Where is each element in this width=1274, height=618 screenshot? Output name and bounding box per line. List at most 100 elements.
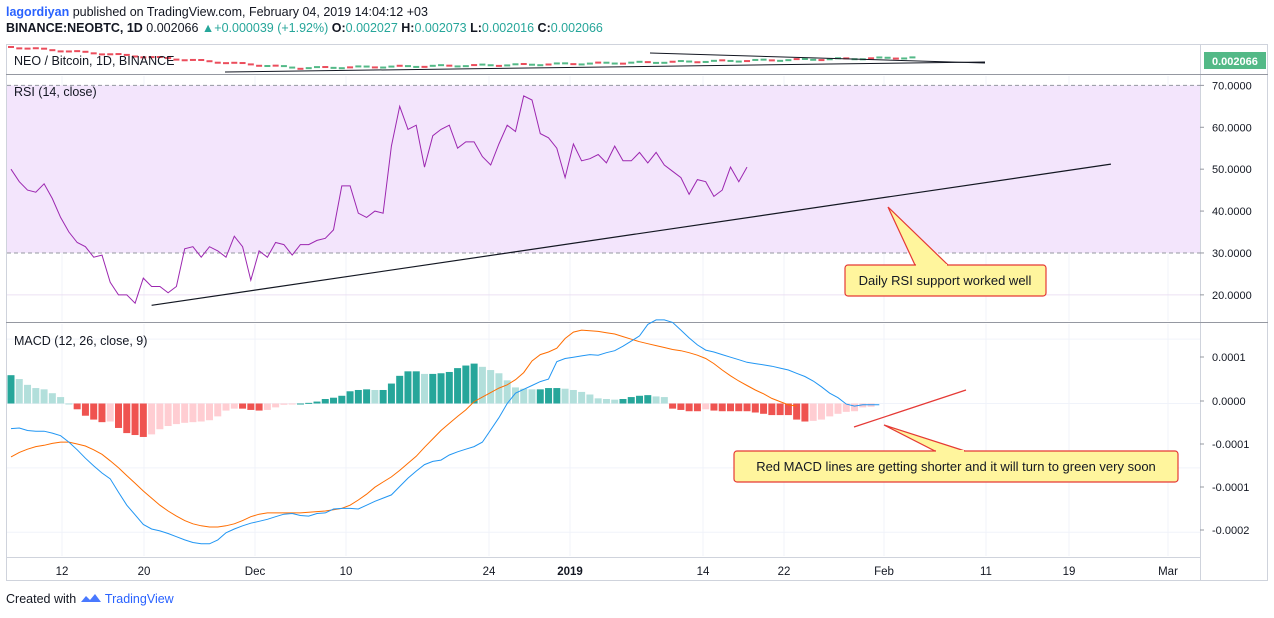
macd-histogram-bar: [611, 399, 619, 404]
macd-tick-label: -0.0001: [1212, 482, 1249, 494]
macd-histogram-bar: [553, 388, 561, 404]
price-candle: [256, 64, 263, 67]
price-candle: [41, 47, 48, 50]
price-candle: [264, 65, 271, 68]
price-candle: [98, 53, 105, 56]
macd-trendline: [853, 389, 967, 428]
tradingview-link[interactable]: TradingView: [104, 592, 174, 606]
macd-pane[interactable]: MACD (12, 26, close, 9) 0.0001 0.0000 -0.0…: [7, 319, 1249, 556]
macd-legend[interactable]: MACD (12, 26, close, 9): [14, 334, 147, 348]
macd-histogram-bar: [338, 395, 346, 404]
price-candle: [214, 61, 221, 64]
price-candle: [16, 47, 23, 50]
macd-histogram-bar: [636, 395, 644, 404]
price-candle: [65, 50, 72, 53]
rsi-tick-label: 50.0000: [1212, 164, 1252, 176]
published-text: published on TradingView.com, February 0…: [72, 5, 428, 19]
time-tick-label: 11: [980, 566, 992, 578]
price-candle: [686, 60, 693, 63]
macd-histogram-bar: [65, 403, 73, 405]
macd-histogram-bar: [189, 403, 197, 423]
price-candle: [744, 60, 751, 63]
macd-histogram-bar: [834, 403, 842, 414]
price-candle: [702, 60, 709, 63]
macd-histogram-bar: [760, 403, 768, 414]
open-value: 0.002027: [345, 21, 398, 35]
price-candle: [677, 60, 684, 63]
price-candle: [578, 63, 585, 66]
price-candle: [223, 62, 230, 65]
macd-histogram-bar: [148, 403, 156, 435]
tradingview-logo-icon: [80, 594, 101, 602]
price-candle: [768, 59, 775, 62]
macd-histogram-bar: [15, 379, 23, 404]
macd-histogram-bar: [429, 373, 437, 404]
macd-histogram-bar: [313, 401, 321, 404]
last-price: 0.002066: [146, 21, 199, 35]
macd-histogram-bar: [172, 403, 180, 425]
macd-histogram-bar: [677, 403, 685, 410]
macd-histogram-bar: [743, 403, 751, 412]
price-candle: [8, 46, 14, 48]
price-candle: [545, 63, 552, 66]
price-pane[interactable]: NEO / Bitcoin, 1D, BINANCE 0.002066: [8, 46, 1266, 73]
macd-histogram-bar: [32, 388, 40, 404]
price-candle: [446, 64, 453, 67]
price-candle: [884, 56, 891, 59]
close-label: C:: [537, 21, 551, 35]
low-value: 0.002016: [481, 21, 535, 35]
price-candle: [628, 61, 635, 64]
price-candle: [454, 65, 461, 68]
macd-histogram-bar: [470, 363, 478, 404]
rsi-pane[interactable]: RSI (14, close) 70.0000 60.0000 50.0000 40.…: [7, 76, 1252, 321]
macd-histogram: [7, 363, 875, 437]
price-candle: [719, 59, 726, 62]
rsi-legend[interactable]: RSI (14, close): [14, 85, 97, 99]
price-candle: [760, 58, 767, 61]
publish-line: lagordiyan published on TradingView.com,…: [6, 4, 1266, 20]
macd-histogram-bar: [288, 403, 296, 405]
price-candle: [487, 64, 494, 67]
macd-histogram-bar: [205, 403, 213, 421]
price-candle: [355, 65, 362, 68]
price-candle: [570, 63, 577, 66]
macd-histogram-bar: [669, 403, 677, 409]
macd-histogram-bar: [230, 403, 238, 409]
price-legend[interactable]: NEO / Bitcoin, 1D, BINANCE: [14, 54, 174, 68]
price-candle: [90, 52, 97, 55]
macd-histogram-bar: [396, 375, 404, 404]
macd-histogram-bar: [73, 403, 81, 410]
macd-histogram-bar: [181, 403, 189, 423]
created-with-text: Created with: [6, 592, 77, 606]
price-badge-value: 0.002066: [1212, 56, 1258, 68]
macd-histogram-bar: [851, 403, 859, 412]
macd-histogram-bar: [809, 403, 817, 421]
price-candle: [644, 61, 651, 64]
price-candle: [661, 61, 668, 64]
macd-histogram-bar: [520, 388, 528, 404]
price-candle: [280, 65, 287, 68]
time-axis[interactable]: 12 20 Dec 10 24 2019 14 22 Feb 11 19 Mar: [56, 566, 1178, 578]
macd-histogram-bar: [81, 403, 89, 416]
macd-histogram-bar: [569, 389, 577, 404]
price-candles: [8, 46, 916, 70]
up-arrow-icon: ▲: [201, 21, 215, 35]
macd-histogram-bar: [437, 373, 445, 404]
price-candle: [404, 65, 411, 68]
macd-histogram-bar: [404, 371, 412, 404]
price-candle: [338, 67, 345, 70]
price-candle: [611, 62, 618, 65]
price-candle: [189, 58, 196, 61]
footer: Created with TradingView: [6, 592, 174, 606]
price-candle: [512, 63, 519, 66]
price-candle: [901, 57, 908, 60]
time-tick-label: 2019: [557, 566, 583, 578]
macd-histogram-bar: [652, 396, 660, 404]
macd-histogram-bar: [503, 380, 511, 404]
price-candle: [537, 64, 544, 67]
symbol-label: BINANCE:NEOBTC, 1D: [6, 21, 143, 35]
author-link[interactable]: lagordiyan: [6, 5, 70, 19]
macd-histogram-bar: [478, 366, 486, 404]
price-candle: [694, 61, 701, 64]
